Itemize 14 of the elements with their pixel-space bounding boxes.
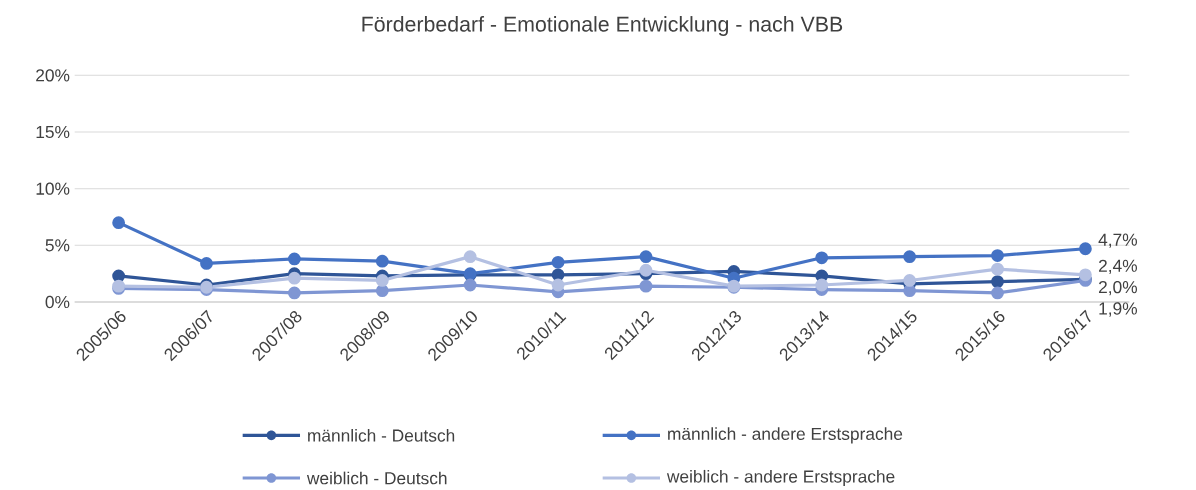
y-tick-label: 15%	[36, 125, 70, 139]
legend-label: männlich - Deutsch	[308, 428, 455, 442]
chart-title: Förderbedarf - Emotionale Entwicklung - nach VBB	[362, 16, 843, 36]
data-label: 2,4%	[1098, 259, 1138, 274]
legend-label: weiblich - andere Erstsprache	[666, 469, 895, 487]
y-tick-label: 20%	[36, 69, 70, 82]
y-tick-label: 5%	[45, 239, 70, 252]
y-tick-label: 10%	[36, 182, 70, 195]
data-label: 1,9%	[1099, 302, 1138, 317]
y-tick-label: 0%	[45, 295, 70, 309]
legend-label: männlich - andere Erstsprache	[668, 427, 903, 444]
legend-label: weiblich - Deutsch	[306, 471, 447, 485]
data-label: 2,0%	[1098, 280, 1138, 296]
data-label: 4,7%	[1098, 233, 1138, 248]
